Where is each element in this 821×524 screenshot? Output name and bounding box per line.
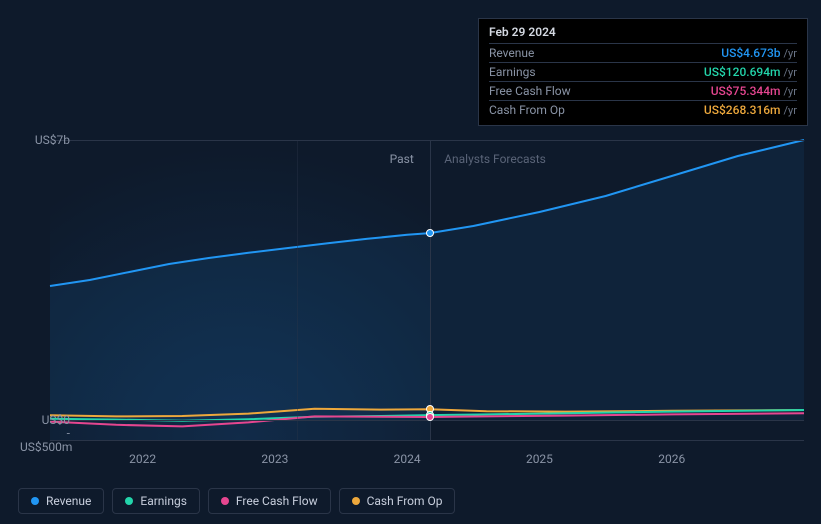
y-axis-label: US$7b [20, 133, 70, 147]
legend-dot-icon [125, 497, 133, 505]
legend: Revenue Earnings Free Cash Flow Cash From O… [18, 488, 455, 514]
tooltip-metric-unit: /yr [784, 104, 797, 117]
tooltip-row: Cash From Op US$268.316m/yr [489, 100, 797, 119]
legend-item-earnings[interactable]: Earnings [112, 488, 200, 514]
tooltip-metric-label: Free Cash Flow [489, 84, 571, 98]
tooltip-metric-unit: /yr [784, 66, 797, 79]
y-axis-label: US$0 [20, 413, 70, 427]
legend-dot-icon [352, 497, 360, 505]
x-axis-label: 2024 [394, 452, 421, 466]
legend-dot-icon [221, 497, 229, 505]
tooltip-row: Free Cash Flow US$75.344m/yr [489, 81, 797, 100]
tooltip-metric-unit: /yr [784, 47, 797, 60]
tooltip-metric-unit: /yr [784, 85, 797, 98]
marker-revenue [426, 229, 434, 237]
tooltip-metric-label: Earnings [489, 65, 536, 79]
hover-tooltip: Feb 29 2024 Revenue US$4.673b/yr Earnings U… [478, 18, 808, 126]
legend-dot-icon [31, 497, 39, 505]
tooltip-row: Revenue US$4.673b/yr [489, 43, 797, 62]
series-area-revenue [50, 140, 804, 420]
baseline [50, 440, 804, 441]
legend-item-cash-from-op[interactable]: Cash From Op [339, 488, 456, 514]
tooltip-metric-value: US$268.316m [704, 103, 781, 117]
forecast-label: Analysts Forecasts [444, 152, 546, 166]
legend-item-free-cash-flow[interactable]: Free Cash Flow [208, 488, 331, 514]
legend-item-revenue[interactable]: Revenue [18, 488, 104, 514]
faint-divider [297, 140, 298, 440]
x-axis-label: 2022 [129, 452, 156, 466]
tooltip-metric-label: Cash From Op [489, 103, 565, 117]
marker-free-cash-flow [426, 413, 434, 421]
tooltip-date: Feb 29 2024 [489, 25, 797, 43]
tooltip-row: Earnings US$120.694m/yr [489, 62, 797, 81]
legend-label: Cash From Op [367, 494, 443, 508]
tooltip-metric-value: US$75.344m [711, 84, 781, 98]
legend-label: Earnings [140, 494, 187, 508]
past-label: Past [390, 152, 414, 166]
chart-container: Feb 29 2024 Revenue US$4.673b/yr Earnings U… [18, 0, 804, 470]
chart-svg [50, 140, 804, 440]
x-axis-label: 2023 [261, 452, 288, 466]
legend-label: Free Cash Flow [236, 494, 318, 508]
gridline [50, 140, 804, 141]
legend-label: Revenue [46, 494, 91, 508]
past-forecast-divider [430, 140, 431, 440]
plot-area: US$7bUS$0-US$500m20222023202420252026Pas… [50, 140, 804, 440]
tooltip-metric-value: US$120.694m [704, 65, 781, 79]
tooltip-metric-value: US$4.673b [721, 46, 780, 60]
tooltip-metric-label: Revenue [489, 46, 534, 60]
x-axis-label: 2026 [658, 452, 685, 466]
x-axis-label: 2025 [526, 452, 553, 466]
